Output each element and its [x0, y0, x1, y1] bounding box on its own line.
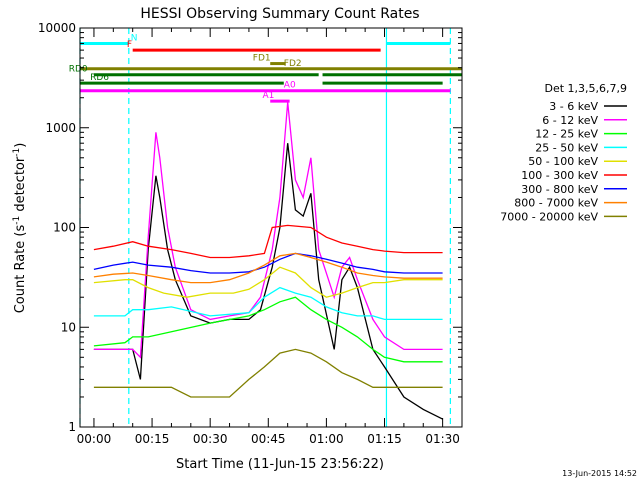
x-tick-label: 01:15: [367, 432, 402, 446]
plot-area: [79, 28, 451, 427]
y-tick-label: 1000: [45, 121, 76, 135]
timestamp: 13-Jun-2015 14:52: [562, 469, 637, 478]
series-line: [93, 266, 443, 298]
y-axis-label: Count Rate (s-1 detector-1): [12, 143, 28, 314]
legend-entry-label: 3 - 6 keV: [549, 100, 598, 113]
legend-entry-label: 7000 - 20000 keV: [500, 210, 598, 223]
x-tick-label: 00:00: [77, 432, 112, 446]
series-line: [93, 296, 443, 363]
x-tick-label: 00:45: [251, 432, 286, 446]
flag-label: F: [127, 40, 132, 50]
flag-label: RD6: [90, 73, 109, 83]
legend-entry-label: 25 - 50 keV: [535, 141, 598, 154]
legend-entry-label: 300 - 800 keV: [521, 183, 598, 196]
y-tick-label: 1: [68, 420, 76, 434]
chart-title: HESSI Observing Summary Count Rates: [140, 6, 419, 22]
y-tick-label: 100: [53, 221, 76, 235]
series-line: [93, 286, 443, 321]
series-line: [93, 143, 443, 420]
y-axis-label-sup: -1: [12, 216, 22, 225]
x-tick-label: 01:30: [425, 432, 460, 446]
legend-entry-label: 50 - 100 keV: [528, 155, 598, 168]
series-line: [93, 252, 443, 284]
x-tick-label: 01:00: [309, 432, 344, 446]
y-axis-label-part: detector: [13, 156, 28, 216]
y-tick-label: 10: [61, 320, 76, 334]
flag-label: A0: [284, 81, 296, 91]
flag-label: A1: [262, 91, 274, 101]
y-axis-label-part: ): [13, 143, 28, 148]
x-axis-label: Start Time (11-Jun-15 23:56:22): [176, 457, 384, 472]
flag-label: FD1: [253, 54, 271, 64]
series-line: [93, 224, 443, 259]
series-layer: [93, 102, 443, 420]
series-line: [93, 348, 443, 398]
legend-entry-label: 12 - 25 keV: [535, 128, 598, 141]
series-line: [93, 252, 443, 274]
flag-label: N: [131, 33, 138, 43]
y-tick-label: 10000: [38, 21, 76, 35]
flag-label: RD0: [69, 65, 88, 75]
legend-entry-label: 100 - 300 keV: [521, 169, 598, 182]
flag-label: FD2: [284, 59, 302, 69]
x-tick-label: 00:15: [135, 432, 170, 446]
x-tick-label: 00:30: [193, 432, 228, 446]
y-axis-label-sup: -1: [12, 148, 22, 157]
legend-entry-label: 800 - 7000 keV: [514, 197, 598, 210]
axis-ticks: 00:00 00:15 00:30 00:45 01:00 01:15 01:30 1 10 10…: [38, 21, 463, 446]
legend-entry-label: 6 - 12 keV: [542, 114, 598, 127]
y-axis-label-part: Count Rate (s: [13, 225, 28, 314]
legend-title: Det 1,3,5,6,7,9: [544, 82, 627, 95]
